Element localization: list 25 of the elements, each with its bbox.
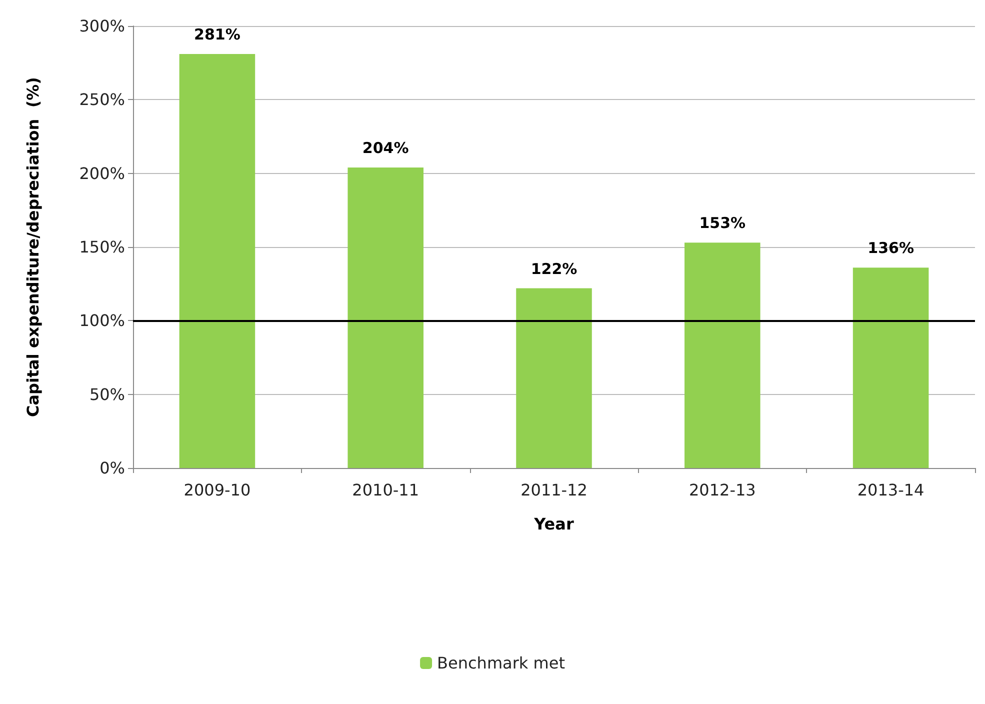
x-tick-label: 2013-14 (857, 480, 924, 500)
x-tick-label: 2010-11 (352, 480, 420, 500)
bar (348, 167, 424, 468)
data-label: 136% (868, 239, 914, 258)
y-tick-label: 50% (89, 384, 125, 404)
data-label: 153% (699, 214, 746, 232)
data-label: 204% (362, 138, 409, 157)
y-tick-label: 150% (79, 238, 125, 256)
x-tick-label: 2009-10 (184, 480, 251, 500)
y-tick-label: 100% (79, 311, 125, 330)
y-tick-label: 200% (79, 164, 125, 183)
legend-label: Benchmark met (437, 654, 565, 672)
bar (852, 268, 929, 468)
y-tick-label: 250% (79, 90, 125, 110)
y-axis-title: Capital expenditure/depreciation (%) (24, 77, 42, 417)
bar (684, 242, 760, 468)
bar (179, 54, 256, 468)
x-tick-label: 2011-12 (520, 480, 588, 500)
data-label: 281% (194, 25, 240, 44)
bar (516, 288, 592, 468)
x-tick-label: 2012-13 (688, 480, 756, 500)
x-axis-title: Year (533, 514, 574, 534)
y-tick-label: 300% (79, 16, 125, 36)
y-tick-label: 0% (100, 458, 125, 478)
data-label: 122% (530, 260, 578, 278)
